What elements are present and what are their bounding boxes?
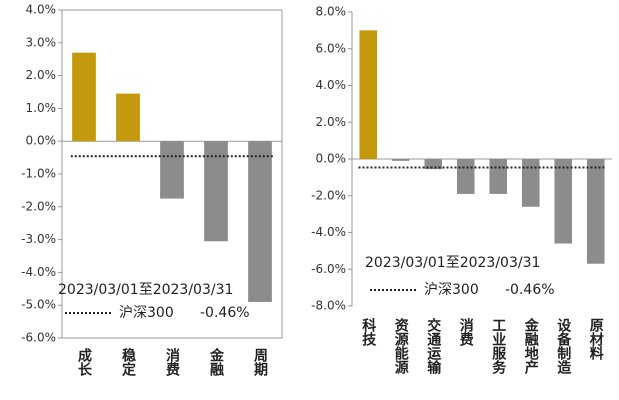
x-tick-label: 成长 (76, 347, 92, 377)
x-tick-label: 消费 (164, 347, 180, 377)
y-tick-label: -6.0% (311, 262, 346, 276)
x-tick-label: 消费 (458, 317, 474, 347)
bar (521, 159, 540, 207)
y-tick-label: -4.0% (21, 265, 56, 279)
x-tick-label: 设备制造 (555, 318, 572, 375)
bar (72, 52, 96, 142)
reference-label: -0.46% (200, 305, 250, 321)
bar (204, 141, 228, 242)
y-tick-label: 8.0% (316, 5, 347, 19)
y-tick-label: -4.0% (311, 225, 346, 239)
y-tick-label: -8.0% (311, 299, 346, 313)
x-tick-label: 原材料 (588, 318, 604, 361)
bar (424, 159, 443, 170)
y-tick-label: -2.0% (21, 199, 56, 213)
legend-label: 沪深300 (424, 282, 479, 298)
bar (248, 141, 272, 302)
y-tick-label: 4.0% (316, 78, 347, 92)
y-tick-label: 2.0% (316, 115, 347, 129)
annotation: 2023/03/01至2023/03/31 (58, 282, 233, 298)
x-tick-label: 金融地产 (523, 317, 540, 375)
y-tick-label: 0.0% (26, 134, 57, 148)
bar (160, 141, 184, 199)
legend-label: 沪深300 (119, 305, 174, 321)
y-tick-label: 6.0% (316, 41, 347, 55)
x-tick-label: 科技 (360, 317, 376, 347)
y-tick-label: 0.0% (316, 152, 347, 166)
bar (359, 30, 378, 159)
x-tick-label: 金融 (208, 347, 225, 377)
y-tick-label: -6.0% (21, 331, 56, 345)
x-tick-label: 工业服务 (490, 318, 506, 375)
x-tick-label: 周期 (252, 348, 268, 377)
bar (586, 159, 605, 264)
annotation: 2023/03/01至2023/03/31 (365, 255, 540, 271)
x-tick-label: 交通运输 (425, 317, 441, 375)
reference-label: -0.46% (505, 282, 555, 298)
x-tick-label: 稳定 (120, 347, 136, 377)
y-tick-label: -5.0% (21, 298, 56, 312)
bar (116, 93, 140, 142)
bar (456, 159, 475, 194)
y-tick-label: 2.0% (26, 68, 57, 82)
y-tick-label: 1.0% (26, 101, 57, 115)
y-tick-label: 4.0% (26, 3, 57, 17)
x-tick-label: 资源能源 (393, 317, 409, 375)
y-tick-label: -1.0% (21, 167, 56, 181)
y-tick-label: -3.0% (21, 232, 56, 246)
y-tick-label: -2.0% (311, 188, 346, 202)
bar (391, 159, 410, 161)
bar (489, 159, 508, 194)
y-tick-label: 3.0% (26, 35, 57, 49)
bar (554, 159, 573, 244)
